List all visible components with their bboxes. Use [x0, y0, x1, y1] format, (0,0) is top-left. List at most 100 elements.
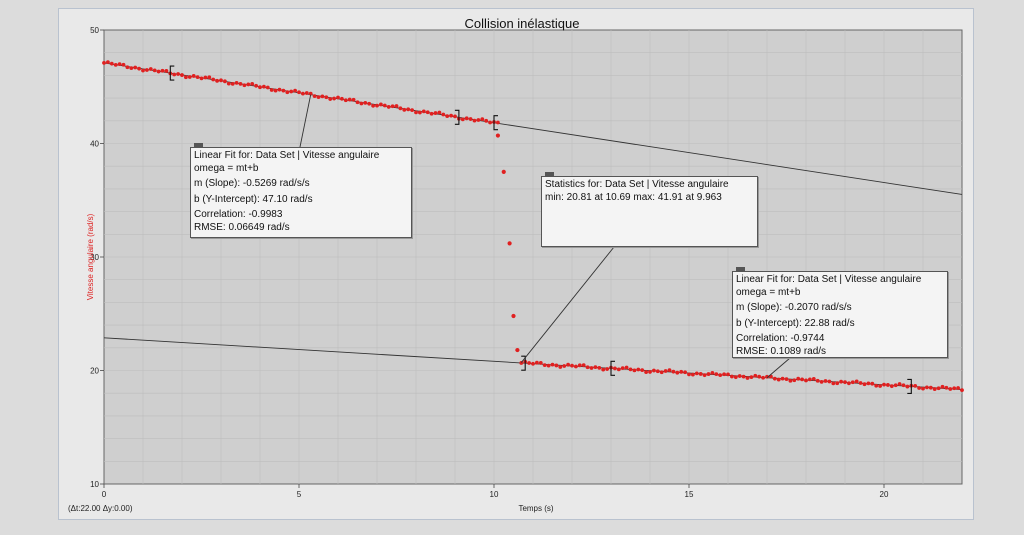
data-point: [702, 373, 707, 378]
data-point: [184, 75, 188, 80]
data-point: [414, 110, 418, 115]
data-point: [671, 369, 676, 374]
data-point: [449, 113, 453, 118]
data-point: [562, 364, 567, 368]
data-point: [117, 62, 122, 67]
data-point: [624, 365, 629, 370]
data-point: [932, 387, 937, 391]
data-point: [620, 366, 625, 370]
data-point: [878, 384, 882, 388]
data-point: [223, 79, 227, 84]
x-tick-label: 15: [685, 490, 694, 499]
data-point: [854, 379, 859, 384]
data-point: [870, 381, 875, 386]
data-point: [367, 101, 372, 106]
data-point: [843, 380, 847, 385]
data-point: [238, 81, 243, 86]
annotation-leaders: [299, 94, 791, 379]
data-point: [121, 62, 126, 67]
chart-title: Collision inélastique: [465, 16, 580, 31]
data-point: [858, 381, 863, 385]
data-point: [925, 385, 929, 390]
data-point: [663, 369, 668, 373]
data-point: [893, 383, 898, 388]
statistics-annotation[interactable]: Statistics for: Data Set | Vitesse angul…: [541, 172, 758, 247]
data-point: [402, 107, 407, 112]
data-point: [542, 363, 547, 368]
fit1-title: Linear Fit for: Data Set | Vitesse angul…: [194, 150, 380, 161]
data-point: [410, 108, 414, 113]
data-point: [605, 367, 609, 371]
data-point: [351, 97, 356, 102]
data-point: [160, 68, 165, 73]
data-point: [382, 103, 387, 108]
y-tick-label: 10: [90, 480, 99, 489]
data-point: [613, 366, 617, 371]
data-point: [332, 96, 336, 101]
fit2-correlation: Correlation: -0.9744: [736, 333, 825, 344]
data-point: [472, 118, 477, 123]
data-point: [597, 365, 602, 370]
y-tick-label: 40: [90, 140, 99, 149]
annotation-grip-icon[interactable]: [736, 267, 745, 272]
data-point: [776, 377, 781, 382]
data-point: [336, 95, 340, 100]
data-point: [616, 367, 621, 372]
data-point: [445, 114, 450, 119]
data-point: [230, 81, 235, 86]
data-point: [636, 367, 641, 372]
data-point: [519, 361, 524, 365]
annotation-grip-icon[interactable]: [194, 143, 203, 148]
x-tick-label: 0: [102, 490, 107, 499]
data-point: [823, 379, 828, 383]
data-point: [129, 66, 134, 71]
data-point: [952, 386, 957, 391]
data-point: [960, 388, 964, 393]
data-point-transition: [495, 133, 500, 138]
data-point: [554, 363, 559, 368]
data-point: [889, 384, 894, 389]
data-point: [808, 377, 812, 382]
fit-bracket-end-1: [454, 109, 460, 125]
data-point: [683, 370, 687, 375]
data-point: [250, 81, 255, 86]
data-point: [928, 385, 933, 390]
data-point: [531, 361, 535, 366]
data-point: [195, 75, 200, 80]
data-point: [234, 80, 239, 85]
data-point: [324, 95, 329, 100]
data-point: [886, 383, 890, 387]
fit-bracket-end-2: [907, 378, 912, 394]
data-point: [730, 374, 734, 379]
data-point: [581, 363, 586, 368]
data-point: [297, 90, 301, 95]
data-point: [652, 368, 656, 373]
grid: [104, 30, 962, 484]
data-point: [343, 98, 348, 103]
data-point: [375, 103, 379, 108]
linear-fit-annotation-1[interactable]: Linear Fit for: Data Set | Vitesse angul…: [190, 143, 412, 238]
data-point: [792, 378, 797, 383]
data-point: [328, 97, 333, 101]
stats-bracket-end: [521, 355, 526, 371]
data-point: [698, 372, 703, 376]
data-point: [301, 91, 305, 96]
data-point-transition: [515, 347, 520, 353]
data-point: [850, 380, 855, 385]
data-point: [125, 65, 130, 70]
fit-bracket-start-2: [610, 360, 615, 376]
data-point: [897, 382, 902, 386]
leader-line-fit1: [299, 94, 312, 148]
data-point: [191, 74, 196, 78]
linear-fit-annotation-2[interactable]: Linear Fit for: Data Set | Vitesse angul…: [732, 267, 948, 358]
data-point: [269, 88, 274, 92]
stats-minmax: min: 20.81 at 10.69 max: 41.91 at 9.963: [545, 191, 722, 203]
data-point: [694, 371, 699, 376]
data-point: [285, 90, 290, 95]
data-point: [460, 117, 465, 122]
data-point: [772, 376, 777, 381]
annotation-grip-icon[interactable]: [545, 172, 554, 177]
data-point: [398, 106, 403, 111]
fit2-slope: m (Slope): -0.2070 rad/s/s: [736, 302, 852, 313]
